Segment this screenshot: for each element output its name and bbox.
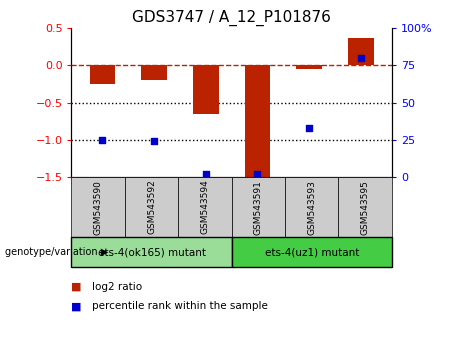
- Text: ■: ■: [71, 282, 82, 292]
- Text: ets-4(uz1) mutant: ets-4(uz1) mutant: [265, 247, 359, 257]
- Bar: [89, 65, 115, 84]
- Bar: [141, 65, 167, 80]
- Text: GSM543594: GSM543594: [201, 180, 209, 234]
- Bar: [245, 65, 271, 177]
- Title: GDS3747 / A_12_P101876: GDS3747 / A_12_P101876: [132, 9, 331, 25]
- Point: [202, 171, 209, 177]
- Text: log2 ratio: log2 ratio: [92, 282, 142, 292]
- Bar: [296, 65, 322, 69]
- Text: GSM543593: GSM543593: [307, 179, 316, 235]
- Text: GSM543591: GSM543591: [254, 179, 263, 235]
- Text: GSM543590: GSM543590: [94, 179, 103, 235]
- Text: GSM543592: GSM543592: [147, 180, 156, 234]
- Bar: [193, 65, 219, 114]
- Text: genotype/variation ▶: genotype/variation ▶: [5, 247, 108, 257]
- Point: [306, 125, 313, 131]
- Point: [99, 137, 106, 143]
- Text: GSM543595: GSM543595: [361, 179, 370, 235]
- Point: [150, 138, 158, 144]
- Bar: [348, 38, 374, 65]
- Text: ets-4(ok165) mutant: ets-4(ok165) mutant: [98, 247, 206, 257]
- Point: [254, 171, 261, 177]
- Text: ■: ■: [71, 301, 82, 311]
- Text: percentile rank within the sample: percentile rank within the sample: [92, 301, 268, 311]
- Point: [357, 55, 365, 61]
